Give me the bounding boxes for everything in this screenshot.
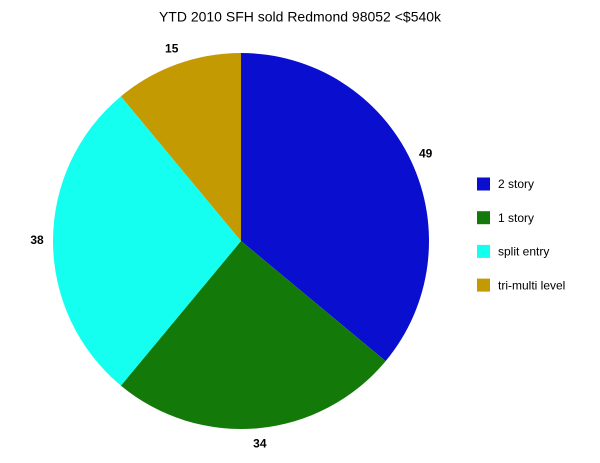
- legend-label: 2 story: [498, 177, 534, 191]
- legend-swatch: [477, 177, 490, 191]
- legend-swatch: [477, 211, 490, 225]
- chart-title: YTD 2010 SFH sold Redmond 98052 <$540k: [159, 9, 442, 25]
- data-label: 38: [30, 233, 44, 247]
- legend-label: tri-multi level: [498, 278, 565, 292]
- legend-swatch: [477, 278, 490, 292]
- data-label: 15: [165, 41, 179, 55]
- pie-slice: [120, 53, 241, 241]
- data-label: 34: [253, 436, 267, 450]
- data-label: 49: [419, 146, 433, 160]
- pie-slice: [120, 241, 386, 430]
- legend-label: 1 story: [498, 211, 534, 225]
- pie-slice: [53, 96, 241, 386]
- pie-slice: [241, 53, 430, 362]
- legend-swatch: [477, 244, 490, 258]
- legend-label: split entry: [498, 245, 549, 259]
